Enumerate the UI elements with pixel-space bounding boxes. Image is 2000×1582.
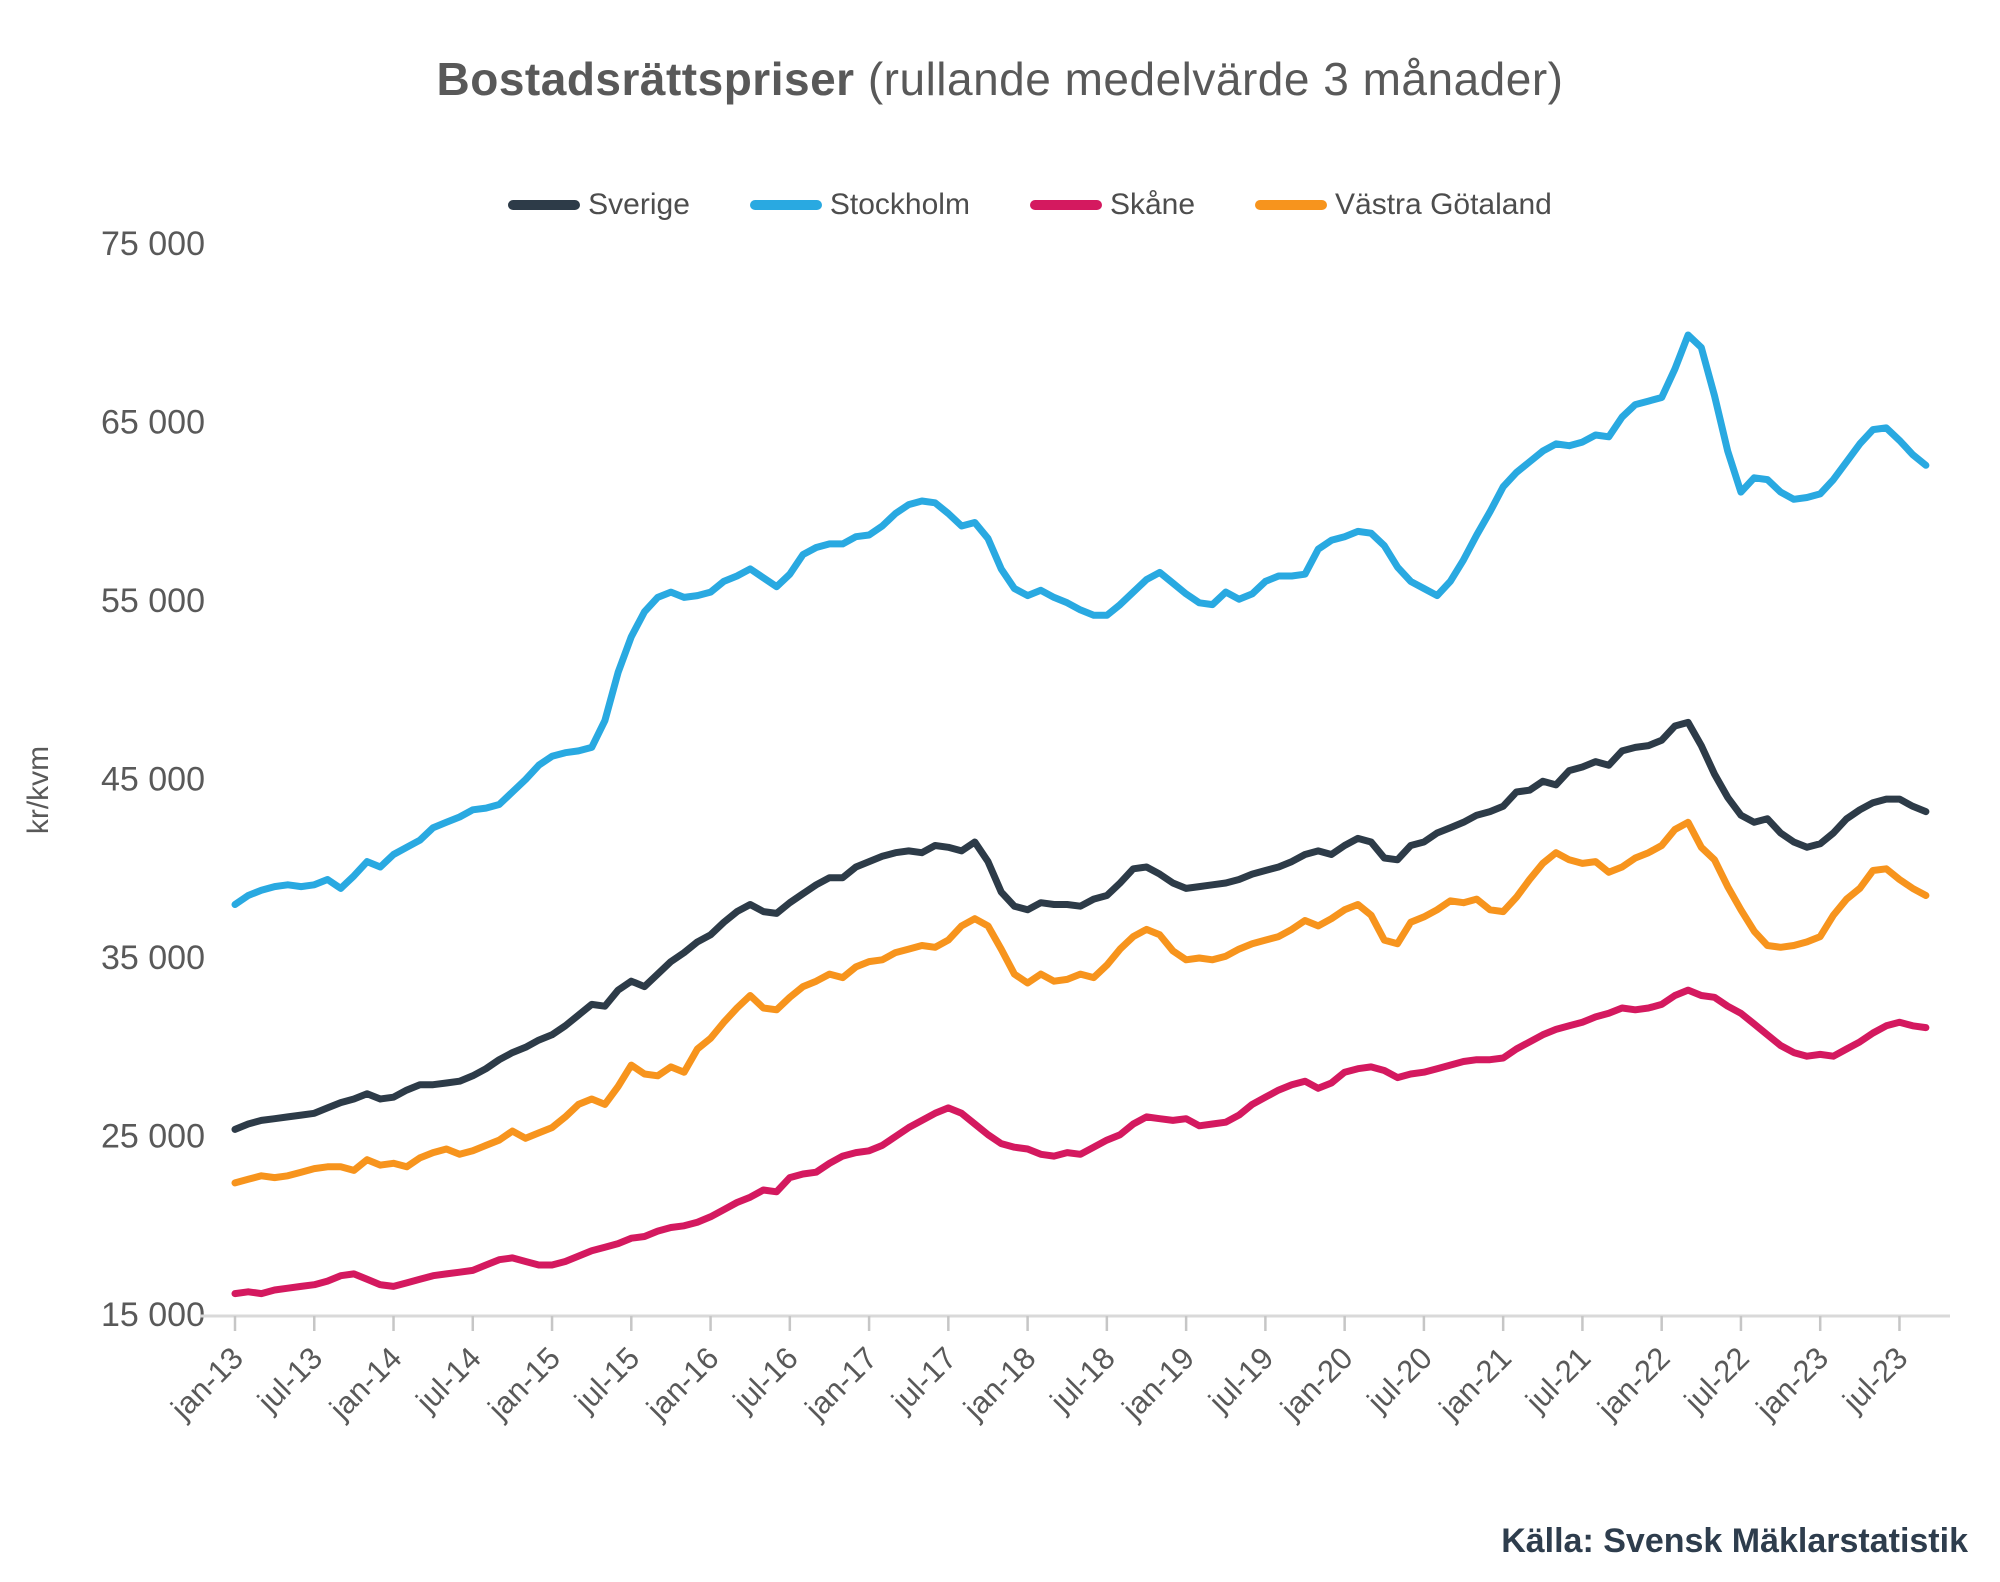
- legend: Sverige Stockholm Skåne Västra Götaland: [30, 188, 2000, 222]
- legend-label: Stockholm: [829, 188, 970, 221]
- legend-swatch: [1029, 200, 1102, 210]
- legend-item-v-stra-g-taland: Västra Götaland: [1255, 188, 1552, 222]
- chart-title: Bostadsrättspriser (rullande medelvärde …: [0, 52, 2000, 106]
- y-tick-label-15000: 15 000: [101, 1296, 205, 1334]
- x-tick-label-jan-22: jan-22: [1590, 1340, 1676, 1426]
- x-tick-label-jul-13: jul-13: [250, 1340, 329, 1419]
- x-tick-label-jul-20: jul-20: [1360, 1340, 1439, 1419]
- x-tick-label-jan-19: jan-19: [1115, 1340, 1201, 1426]
- series-line-v-stra-g-taland: [231, 818, 1930, 1187]
- x-tick-label-jan-18: jan-18: [956, 1340, 1042, 1426]
- y-tick-label-65000: 65 000: [101, 404, 205, 442]
- legend-swatch: [1255, 200, 1328, 210]
- y-tick-label-55000: 55 000: [101, 582, 205, 620]
- chart-title-main: Bostadsrättspriser: [436, 53, 855, 105]
- source-label: Källa: Svensk Mäklarstatistik: [1501, 1522, 1968, 1560]
- x-tick-label-jan-20: jan-20: [1273, 1340, 1359, 1426]
- x-tick-label-jan-17: jan-17: [798, 1340, 884, 1426]
- x-tick-label-jan-14: jan-14: [322, 1340, 408, 1426]
- chart-title-suffix: (rullande medelvärde 3 månader): [854, 53, 1564, 105]
- legend-item-sk-ne: Skåne: [1029, 188, 1196, 222]
- series-line-sverige: [231, 718, 1930, 1133]
- y-tick-label-25000: 25 000: [101, 1118, 205, 1156]
- x-tick-label-jan-23: jan-23: [1749, 1340, 1835, 1426]
- legend-swatch: [508, 200, 581, 210]
- x-tick-label-jan-21: jan-21: [1432, 1340, 1518, 1426]
- x-tick-label-jan-13: jan-13: [164, 1340, 250, 1426]
- legend-swatch: [749, 200, 822, 210]
- x-tick-label-jul-14: jul-14: [409, 1340, 488, 1419]
- series-line-stockholm: [231, 331, 1930, 908]
- x-tick-label-jan-16: jan-16: [639, 1340, 725, 1426]
- x-tick-label-jul-18: jul-18: [1043, 1340, 1122, 1419]
- x-tick-label-jul-15: jul-15: [567, 1340, 646, 1419]
- legend-label: Sverige: [588, 188, 690, 221]
- y-tick-label-75000: 75 000: [101, 225, 205, 263]
- y-tick-label-45000: 45 000: [101, 761, 205, 799]
- x-tick-label-jul-17: jul-17: [884, 1340, 963, 1419]
- x-tick-label-jul-21: jul-21: [1518, 1340, 1597, 1419]
- x-tick-label-jul-22: jul-22: [1677, 1340, 1756, 1419]
- legend-item-sverige: Sverige: [508, 188, 690, 222]
- legend-label: Skåne: [1109, 188, 1196, 221]
- x-tick-label-jul-23: jul-23: [1835, 1340, 1914, 1419]
- x-tick-label-jul-16: jul-16: [726, 1340, 805, 1419]
- y-axis-title: kr/kvm: [22, 746, 55, 834]
- legend-label: Västra Götaland: [1335, 188, 1552, 221]
- x-tick-label-jan-15: jan-15: [481, 1340, 567, 1426]
- series-line-sk-ne: [231, 986, 1930, 1298]
- y-tick-label-35000: 35 000: [101, 939, 205, 977]
- legend-item-stockholm: Stockholm: [749, 188, 970, 222]
- x-tick-label-jul-19: jul-19: [1201, 1340, 1280, 1419]
